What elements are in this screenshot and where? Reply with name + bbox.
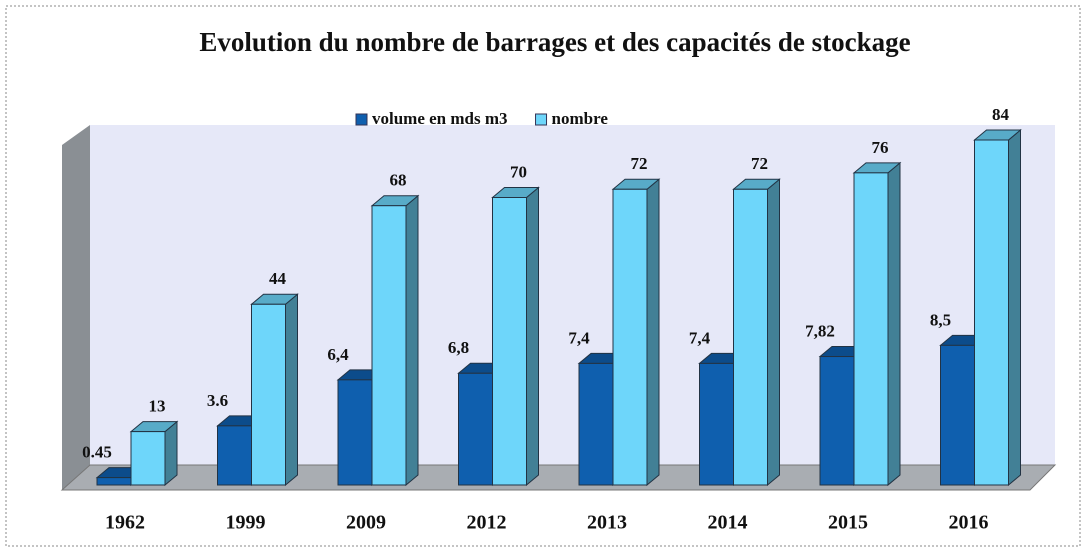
bar <box>974 139 1009 486</box>
bar <box>337 379 373 486</box>
data-label: 76 <box>872 138 889 157</box>
bar <box>733 188 768 486</box>
bar <box>130 431 166 486</box>
bar <box>251 303 286 486</box>
floor <box>60 464 1057 491</box>
bar <box>578 362 614 486</box>
chart-title: Evolution du nombre de barrages et des c… <box>199 27 910 57</box>
data-label: 7,4 <box>689 328 711 347</box>
x-tick-label: 2014 <box>708 512 748 534</box>
x-tick-label: 1999 <box>226 512 266 534</box>
data-label: 70 <box>510 162 527 181</box>
data-label: 8,5 <box>930 310 951 329</box>
bar <box>371 205 407 486</box>
x-tick-label: 1962 <box>105 512 145 534</box>
bar <box>819 356 855 486</box>
data-label: 6,8 <box>448 338 469 357</box>
x-tick-label: 2016 <box>949 512 989 534</box>
bar-side <box>164 420 178 487</box>
data-label: 44 <box>269 269 287 288</box>
bar <box>853 172 889 486</box>
data-label: 13 <box>149 397 166 416</box>
bar <box>699 362 734 486</box>
bar-side <box>646 178 660 487</box>
x-tick-label: 2009 <box>346 512 386 534</box>
back-wall <box>90 125 1055 465</box>
bar <box>492 197 527 486</box>
bar <box>612 188 648 486</box>
data-label: 68 <box>390 171 407 190</box>
data-label: 6,4 <box>327 345 349 364</box>
legend-label: volume en mds m3 <box>372 109 508 128</box>
legend-label: nombre <box>552 109 609 128</box>
bar <box>940 344 975 486</box>
data-label: 72 <box>631 154 648 173</box>
bar-side <box>1008 128 1021 487</box>
legend-swatch <box>535 113 548 126</box>
data-label: 3.6 <box>207 391 228 410</box>
bar-side <box>887 161 901 487</box>
bar-side <box>526 186 539 487</box>
bar-side <box>767 178 780 487</box>
data-label: 0.45 <box>82 443 112 462</box>
bar <box>458 372 493 486</box>
x-tick-label: 2013 <box>587 512 627 534</box>
data-label: 7,4 <box>568 328 590 347</box>
x-tick-label: 2015 <box>828 512 868 534</box>
bar <box>217 425 252 486</box>
bar-side <box>405 194 419 487</box>
bar <box>96 477 132 486</box>
data-label: 84 <box>992 105 1010 124</box>
side-wall <box>62 125 90 490</box>
data-label: 72 <box>751 154 768 173</box>
bar-side <box>285 293 298 487</box>
legend-swatch <box>355 113 368 126</box>
data-label: 7,82 <box>805 321 835 340</box>
x-tick-label: 2012 <box>467 512 507 534</box>
